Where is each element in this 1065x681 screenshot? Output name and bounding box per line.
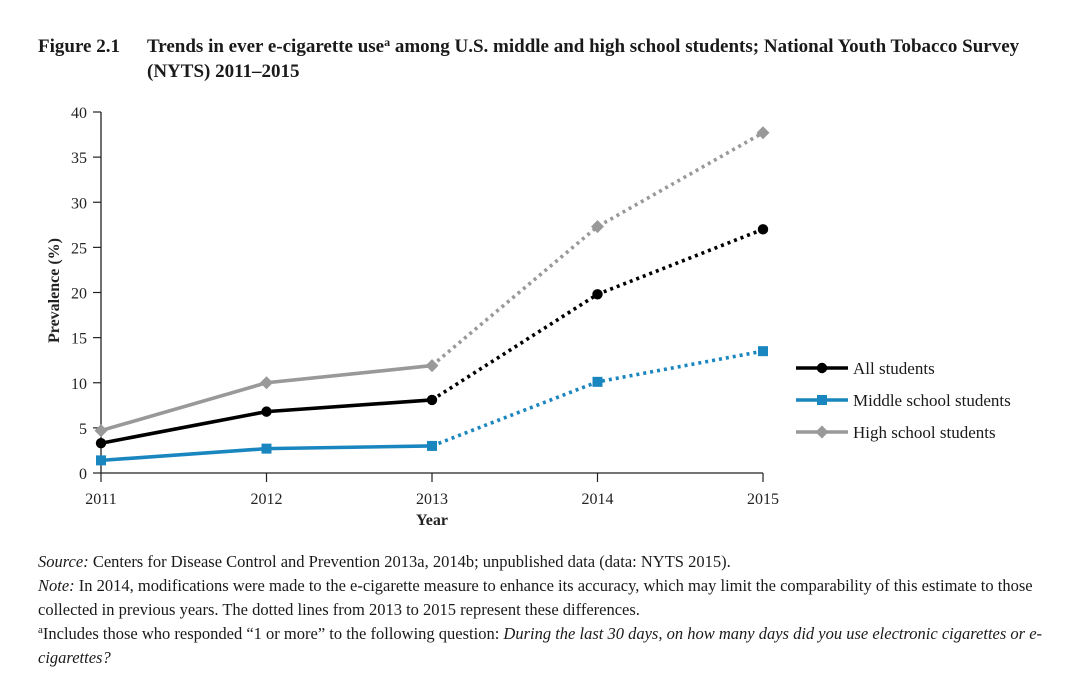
y-tick-label: 35 [71, 150, 87, 167]
y-tick-label: 40 [71, 105, 87, 122]
y-tick-label: 15 [71, 331, 87, 348]
data-point [426, 394, 438, 406]
legend-label: All students [853, 359, 935, 378]
y-tick-label: 10 [71, 376, 87, 393]
data-point [757, 224, 769, 235]
line-chart: 0 5 10 15 20 25 30 35 40 2011 2012 2013 2014 2015 Year… [46, 105, 1011, 529]
y-axis-label: Prevalence (%) [46, 238, 63, 343]
figure-label: Figure 2.1 [38, 36, 120, 57]
data-point [591, 220, 604, 234]
data-point [96, 455, 106, 466]
data-point [425, 359, 439, 373]
data-point [758, 346, 768, 357]
legend-label: High school students [853, 423, 996, 442]
legend-label: Middle school students [853, 391, 1011, 410]
data-point [95, 438, 107, 449]
data-point [261, 443, 272, 454]
x-tick-label: 2011 [85, 491, 116, 508]
source-label: Source: [38, 552, 89, 571]
source-text: Centers for Disease Control and Preventi… [88, 552, 731, 571]
y-tick-label: 25 [71, 240, 87, 257]
y-tick-label: 5 [79, 421, 87, 438]
x-tick-label: 2013 [416, 491, 448, 508]
series-line-solid [100, 363, 433, 433]
data-point [592, 289, 603, 300]
y-tick-label: 0 [79, 466, 87, 483]
series-line-solid [100, 398, 433, 445]
series-line-dotted [431, 349, 764, 448]
data-point [756, 126, 770, 140]
data-point [260, 376, 273, 390]
figure-title: Trends in ever e-cigarette usea among U.… [147, 34, 1027, 84]
data-point [261, 406, 272, 417]
figure-title-main: Trends in ever e-cigarette use [147, 36, 385, 57]
x-axis-label: Year [416, 512, 448, 529]
data-point [94, 424, 108, 438]
y-tick-label: 20 [71, 286, 87, 303]
figure-title-rest: among U.S. middle and high school studen… [147, 36, 1020, 82]
series-line-dotted [430, 131, 764, 367]
data-point [592, 376, 603, 387]
note-label: Note: [38, 576, 75, 595]
legend-marker [817, 395, 827, 405]
figure-notes: Source: Centers for Disease Control and … [38, 550, 1048, 670]
footnote-marker: a [38, 624, 43, 636]
series-line-dotted [431, 227, 764, 402]
method-note: Note: In 2014, modifications were made t… [38, 574, 1048, 622]
x-tick-label: 2012 [251, 491, 283, 508]
source-note: Source: Centers for Disease Control and … [38, 550, 1048, 574]
legend-marker [816, 362, 828, 374]
x-tick-label: 2015 [747, 491, 779, 508]
note-text: In 2014, modifications were made to the … [38, 576, 1033, 619]
footnote-question: During the last 30 days, on how many day… [38, 624, 1043, 667]
data-point [427, 440, 437, 451]
footnote-text: Includes those who responded “1 or more”… [42, 624, 504, 643]
figure-title-marker: a [384, 35, 391, 49]
footnote: aIncludes those who responded “1 or more… [38, 622, 1048, 670]
y-tick-label: 30 [71, 195, 87, 212]
x-tick-label: 2014 [582, 491, 614, 508]
legend-marker [815, 425, 829, 439]
